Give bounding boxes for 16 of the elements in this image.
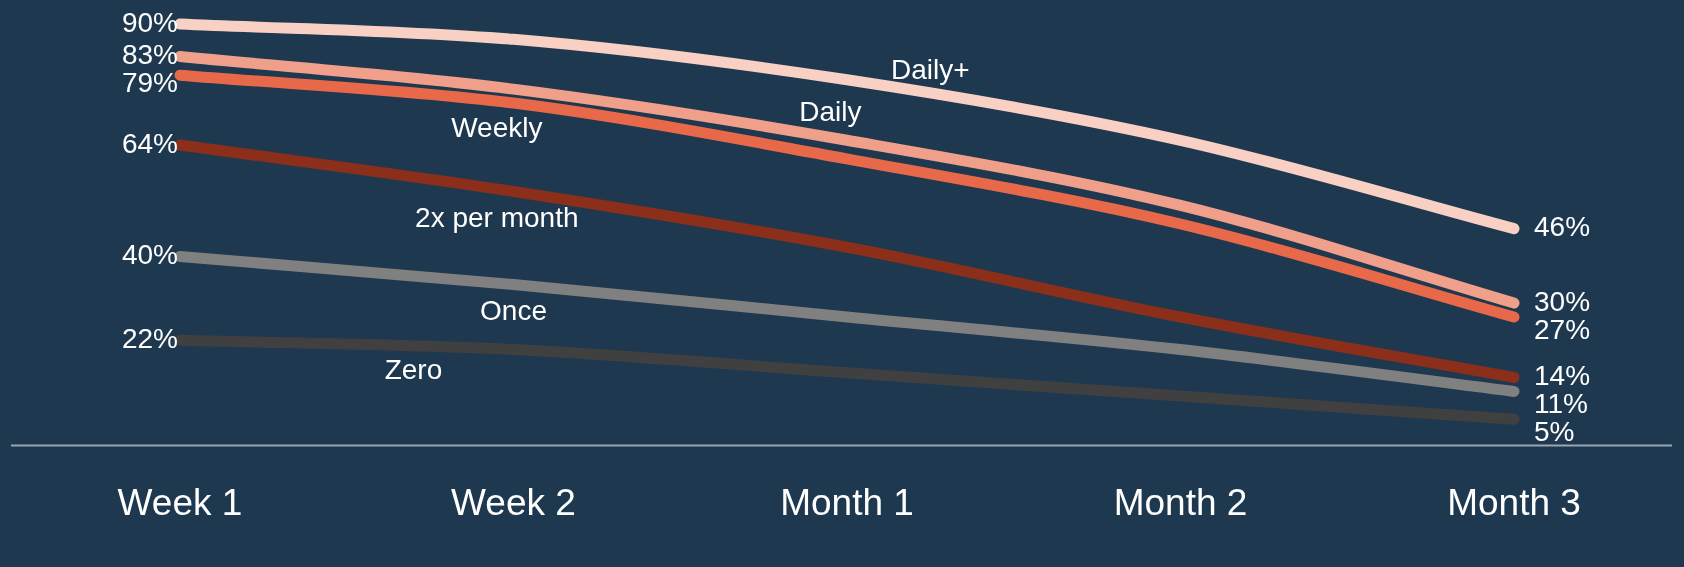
x-tick-label: Week 1	[117, 482, 243, 523]
x-tick-label: Month 2	[1113, 482, 1248, 523]
data-label: 22%	[121, 322, 178, 354]
x-tick-label: Month 3	[1447, 482, 1581, 523]
series-label: Weekly	[451, 112, 543, 144]
data-label: 90%	[121, 6, 178, 38]
data-label: 40%	[121, 239, 178, 271]
series-label: Daily	[799, 96, 862, 128]
data-label: 46%	[1534, 211, 1591, 243]
x-tick-label: Week 2	[451, 482, 576, 523]
data-label: 64%	[121, 127, 178, 159]
series-label: 2x per month	[415, 201, 579, 233]
series-label: Zero	[384, 353, 443, 385]
series-label: Once	[480, 295, 547, 327]
x-tick-label: Month 1	[780, 482, 914, 523]
series-label: Daily+	[891, 53, 970, 85]
